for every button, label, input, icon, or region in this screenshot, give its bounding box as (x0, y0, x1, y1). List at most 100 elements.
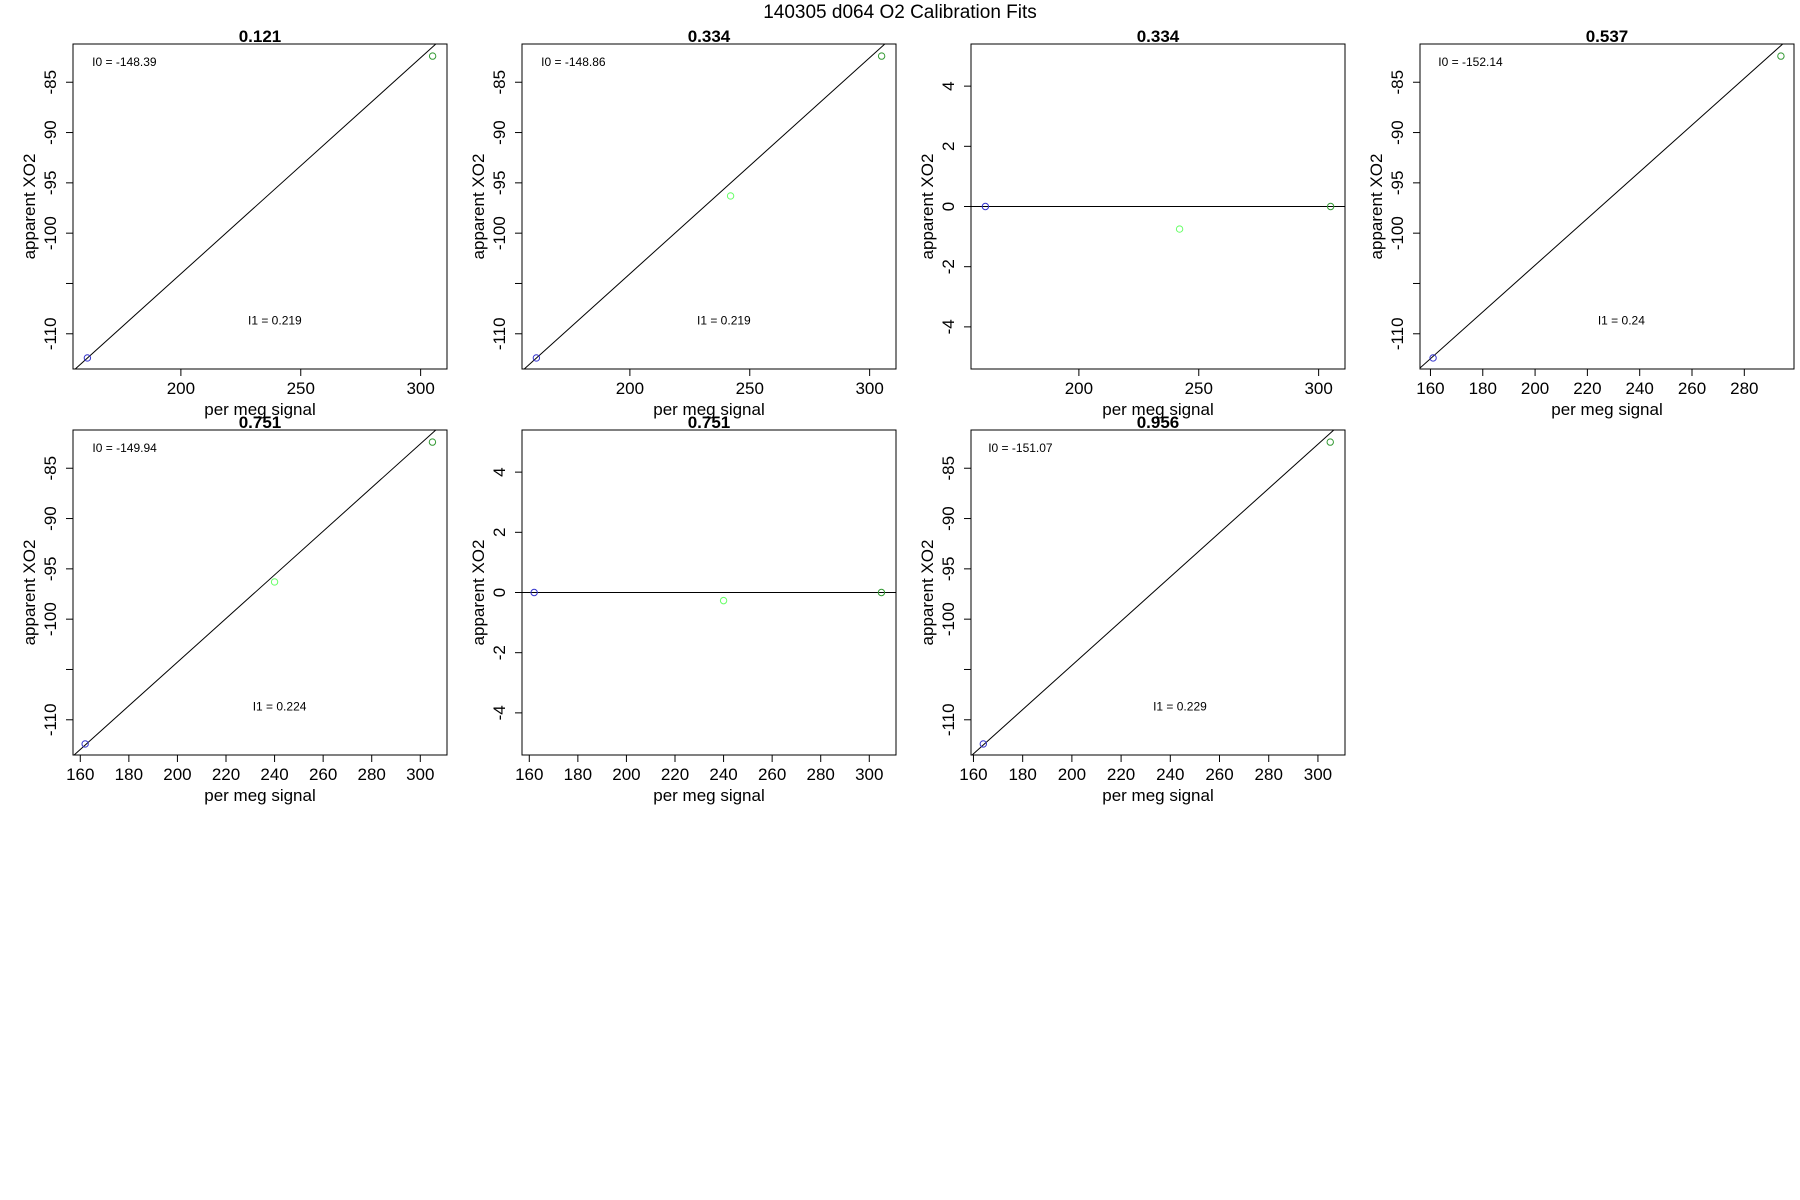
data-point (83, 354, 92, 362)
panel-title: 0.537 (1586, 27, 1629, 46)
data-point (719, 596, 728, 605)
x-tick-label: 260 (1678, 379, 1706, 398)
y-tick-label: -90 (41, 120, 60, 145)
x-tick-label: 300 (855, 765, 883, 784)
fit-coefficient-label: I1 = 0.229 (1153, 700, 1207, 714)
x-tick-label: 280 (358, 765, 386, 784)
y-tick-label: -110 (939, 703, 958, 736)
x-tick-label: 180 (1469, 379, 1497, 398)
x-tick-label: 180 (564, 765, 592, 784)
fit-line (74, 44, 437, 369)
fit-coefficient-label: I0 = -148.39 (92, 55, 157, 69)
x-tick-label: 300 (406, 765, 434, 784)
data-point (532, 354, 541, 362)
fit-line (523, 44, 886, 369)
x-axis-label: per meg signal (204, 786, 316, 805)
calibration-panel-1: 0.121 200 250 300 per meg signal -110 -100 -95 -… (20, 27, 448, 419)
data-point (1429, 354, 1437, 362)
x-tick-label: 300 (855, 379, 883, 398)
data-point (726, 192, 735, 200)
y-tick-label: -95 (41, 557, 60, 582)
y-tick-label: -95 (490, 171, 509, 196)
plot-frame (1419, 43, 1795, 370)
y-tick-label: -85 (490, 70, 509, 95)
data-point (1777, 52, 1785, 60)
data-point (428, 438, 437, 446)
y-tick-label: -85 (939, 456, 958, 481)
data-point (877, 588, 886, 597)
data-point (979, 740, 988, 748)
data-point (877, 52, 886, 60)
x-tick-label: 280 (1255, 765, 1283, 784)
x-axis-label: per meg signal (1102, 400, 1214, 419)
x-tick-label: 200 (1058, 765, 1086, 784)
panel-title: 0.121 (239, 27, 282, 46)
fit-coefficient-label: I0 = -151.07 (988, 441, 1053, 455)
y-tick-label: -4 (490, 705, 509, 720)
panel-title: 0.334 (1137, 27, 1180, 46)
calibration-panel-7: 0.956 160 180 200 220 240 260 280 300 per meg sig… (918, 413, 1346, 805)
x-tick-label: 200 (612, 765, 640, 784)
x-tick-label: 280 (807, 765, 835, 784)
fit-coefficient-label: I0 = -152.14 (1438, 55, 1503, 69)
fit-coefficient-label: I1 = 0.224 (253, 700, 307, 714)
panel-title: 0.956 (1137, 413, 1180, 432)
x-tick-label: 260 (309, 765, 337, 784)
x-tick-label: 240 (1156, 765, 1184, 784)
x-tick-label: 220 (1573, 379, 1601, 398)
calibration-panel-5: 0.751 160 180 200 220 240 260 280 300 per meg sig… (20, 413, 448, 805)
y-tick-label: -85 (41, 70, 60, 95)
x-tick-label: 220 (661, 765, 689, 784)
x-axis-label: per meg signal (1102, 786, 1214, 805)
x-tick-label: 160 (1416, 379, 1444, 398)
y-tick-label: -110 (41, 317, 60, 350)
x-tick-label: 250 (1185, 379, 1213, 398)
panel-title: 0.751 (239, 413, 282, 432)
data-point (81, 740, 89, 748)
y-tick-label: -85 (1388, 70, 1407, 95)
y-tick-label: -95 (939, 557, 958, 582)
x-axis-label: per meg signal (653, 786, 765, 805)
x-tick-label: 260 (1205, 765, 1233, 784)
fit-coefficient-label: I1 = 0.24 (1598, 314, 1645, 328)
y-tick-label: -90 (939, 506, 958, 531)
y-tick-label: -95 (41, 171, 60, 196)
x-tick-label: 200 (167, 379, 195, 398)
y-tick-label: -95 (1388, 171, 1407, 196)
x-tick-label: 300 (406, 379, 434, 398)
x-tick-label: 300 (1304, 379, 1332, 398)
y-tick-label: -90 (41, 506, 60, 531)
plot-frame (970, 429, 1346, 756)
x-axis-label: per meg signal (1551, 400, 1663, 419)
y-tick-label: 4 (939, 81, 958, 90)
y-axis-label: apparent XO2 (469, 154, 488, 260)
data-point (981, 202, 990, 211)
x-tick-label: 220 (1107, 765, 1135, 784)
calibration-panel-2: 0.334 200 250 300 per meg signal -110 -100 -95 -… (469, 27, 897, 419)
fit-line (73, 430, 437, 755)
y-axis-label: apparent XO2 (918, 540, 937, 646)
plot-frame (72, 429, 448, 756)
y-tick-label: 0 (939, 202, 958, 211)
calibration-panel-3: 0.334 200 250 300 per meg signal -4 -2 0 2 4 appar… (918, 27, 1346, 419)
y-tick-label: -85 (41, 456, 60, 481)
y-axis-label: apparent XO2 (1367, 154, 1386, 260)
x-axis-label: per meg signal (653, 400, 765, 419)
y-tick-label: -4 (939, 319, 958, 334)
x-tick-label: 240 (1626, 379, 1654, 398)
x-tick-label: 240 (260, 765, 288, 784)
y-axis-label: apparent XO2 (20, 154, 39, 260)
x-tick-label: 250 (736, 379, 764, 398)
x-tick-label: 180 (1008, 765, 1036, 784)
y-tick-label: -100 (490, 216, 509, 250)
y-tick-label: -110 (41, 703, 60, 736)
fit-line (1420, 44, 1784, 369)
y-tick-label: -100 (41, 216, 60, 250)
y-axis-label: apparent XO2 (918, 154, 937, 260)
data-point (428, 52, 437, 60)
x-tick-label: 280 (1730, 379, 1758, 398)
y-tick-label: -100 (41, 602, 60, 636)
x-axis-label: per meg signal (204, 400, 316, 419)
